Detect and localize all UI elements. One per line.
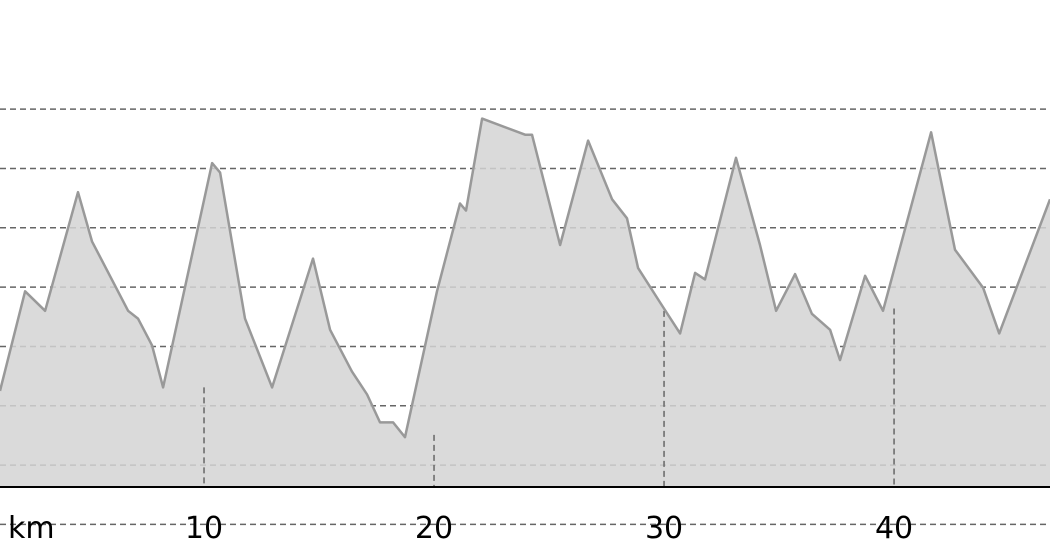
x-tick-label: 20 [415,511,453,546]
profile-area [0,118,1050,487]
x-tick-label: 10 [185,511,223,546]
x-tick-label: 40 [875,511,913,546]
profile-line [0,117,1050,439]
x-tick-labels: 10 20 30 40 [185,511,913,546]
x-tick-label: 30 [645,511,683,546]
x-unit-label: km [8,511,55,546]
km-markers [203,308,895,487]
